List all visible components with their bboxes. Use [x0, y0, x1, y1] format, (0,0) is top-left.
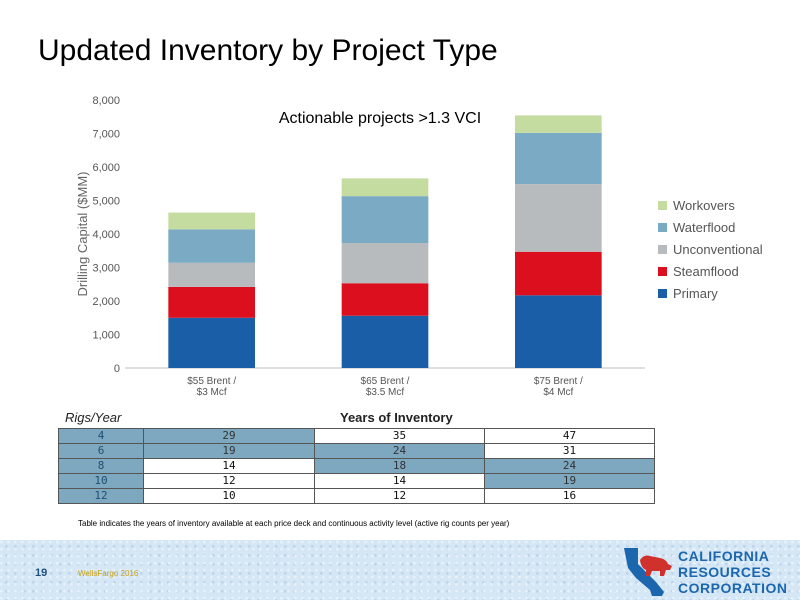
inventory-years-cell: 18 [314, 458, 485, 474]
y-tick-label: 5,000 [92, 196, 120, 208]
y-tick-label: 6,000 [92, 162, 120, 174]
legend-label: Steamflood [673, 263, 739, 279]
stacked-bar-chart: 0 1,000 2,000 3,000 4,000 5,000 6,000 7,000 8,00… [75, 95, 645, 398]
logo-wordmark: CALIFORNIA RESOURCES CORPORATION [678, 548, 788, 596]
y-tick-label: 7,000 [92, 129, 120, 141]
bar-segment-workovers [168, 212, 255, 230]
x-tick-label: $3 Mcf [197, 387, 227, 398]
bar-segment-unconventional [341, 243, 429, 284]
event-name: WellsFargo 2016 [78, 569, 139, 578]
inventory-years-cell: 14 [143, 458, 315, 474]
rig-count-cell: 8 [58, 458, 144, 474]
inventory-years-cell: 14 [314, 473, 485, 489]
bar-segment-waterflood [168, 229, 255, 263]
table-row: 12 10 12 16 [58, 488, 655, 504]
rig-count-cell: 6 [58, 443, 144, 459]
inventory-years-cell: 35 [314, 428, 485, 444]
legend-label: Waterflood [673, 219, 736, 235]
legend-item-steamflood: Steamflood [658, 260, 763, 282]
y-tick-label: 4,000 [92, 229, 120, 241]
crc-logo: CALIFORNIA RESOURCES CORPORATION [620, 546, 790, 598]
table-row: 8 14 18 24 [58, 458, 655, 474]
rigs-per-year-label: Rigs/Year [65, 410, 122, 425]
rig-count-cell: 4 [58, 428, 144, 444]
inventory-years-cell: 19 [484, 473, 655, 489]
bar-segment-primary [168, 317, 255, 368]
y-axis-label: Drilling Capital ($MM) [75, 172, 90, 297]
x-tick-label: $75 Brent / [534, 376, 583, 387]
inventory-years-cell: 47 [484, 428, 655, 444]
bar-segment-steamflood [341, 283, 429, 316]
inventory-years-cell: 29 [143, 428, 315, 444]
bar-segment-steamflood [515, 251, 602, 296]
legend-item-primary: Primary [658, 282, 763, 304]
chart-annotation: Actionable projects >1.3 VCI [279, 110, 481, 127]
table-row: 10 12 14 19 [58, 473, 655, 489]
bar-segment-primary [515, 295, 602, 368]
legend-item-waterflood: Waterflood [658, 216, 763, 238]
page-number: 19 [35, 567, 48, 579]
slide-title: Updated Inventory by Project Type [38, 34, 498, 67]
bar-segment-unconventional [168, 262, 255, 287]
bar-segment-steamflood [168, 286, 255, 318]
x-tick-label: $4 Mcf [543, 387, 573, 398]
legend-swatch [658, 244, 667, 254]
y-tick-label: 1,000 [92, 330, 120, 342]
bar-segment-waterflood [515, 132, 602, 185]
x-tick-label: $3.5 Mcf [366, 387, 405, 398]
legend-label: Workovers [673, 197, 735, 213]
inventory-years-cell: 12 [143, 473, 315, 489]
legend-swatch [658, 266, 667, 276]
legend-label: Primary [673, 285, 718, 301]
bar-segment-primary [341, 315, 429, 368]
inventory-table: 4 29 35 47 6 19 24 31 8 14 18 24 10 12 14 19 12 10 12 16 [58, 428, 655, 504]
x-tick-label: $65 Brent / [361, 376, 410, 387]
y-tick-label: 2,000 [92, 296, 120, 308]
inventory-years-cell: 24 [314, 443, 485, 459]
inventory-years-cell: 10 [143, 488, 315, 504]
california-bear-icon [624, 548, 672, 596]
inventory-years-cell: 19 [143, 443, 315, 459]
y-tick-label: 0 [114, 363, 120, 375]
rig-count-cell: 12 [58, 488, 144, 504]
x-tick-label: $55 Brent / [187, 376, 236, 387]
table-row: 4 29 35 47 [58, 428, 655, 444]
chart-legend: Workovers Waterflood Unconventional Steamfl… [658, 194, 763, 304]
table-row: 6 19 24 31 [58, 443, 655, 459]
bar-segment-workovers [515, 115, 602, 133]
years-of-inventory-label: Years of Inventory [340, 410, 453, 425]
inventory-years-cell: 31 [484, 443, 655, 459]
legend-item-workovers: Workovers [658, 194, 763, 216]
footer-bar: 19 WellsFargo 2016 CALIFORNIA RESOURCES … [0, 540, 800, 600]
y-tick-label: 8,000 [92, 95, 120, 107]
bar-segment-waterflood [341, 196, 429, 244]
legend-label: Unconventional [673, 241, 763, 257]
legend-item-unconventional: Unconventional [658, 238, 763, 260]
rig-count-cell: 10 [58, 473, 144, 489]
inventory-years-cell: 24 [484, 458, 655, 474]
table-footnote: Table indicates the years of inventory a… [78, 519, 510, 528]
bar-segment-unconventional [515, 184, 602, 252]
inventory-years-cell: 12 [314, 488, 485, 504]
legend-swatch [658, 200, 667, 210]
inventory-years-cell: 16 [484, 488, 655, 504]
bar-segment-workovers [341, 178, 429, 197]
legend-swatch [658, 222, 667, 232]
y-tick-label: 3,000 [92, 263, 120, 275]
legend-swatch [658, 288, 667, 298]
